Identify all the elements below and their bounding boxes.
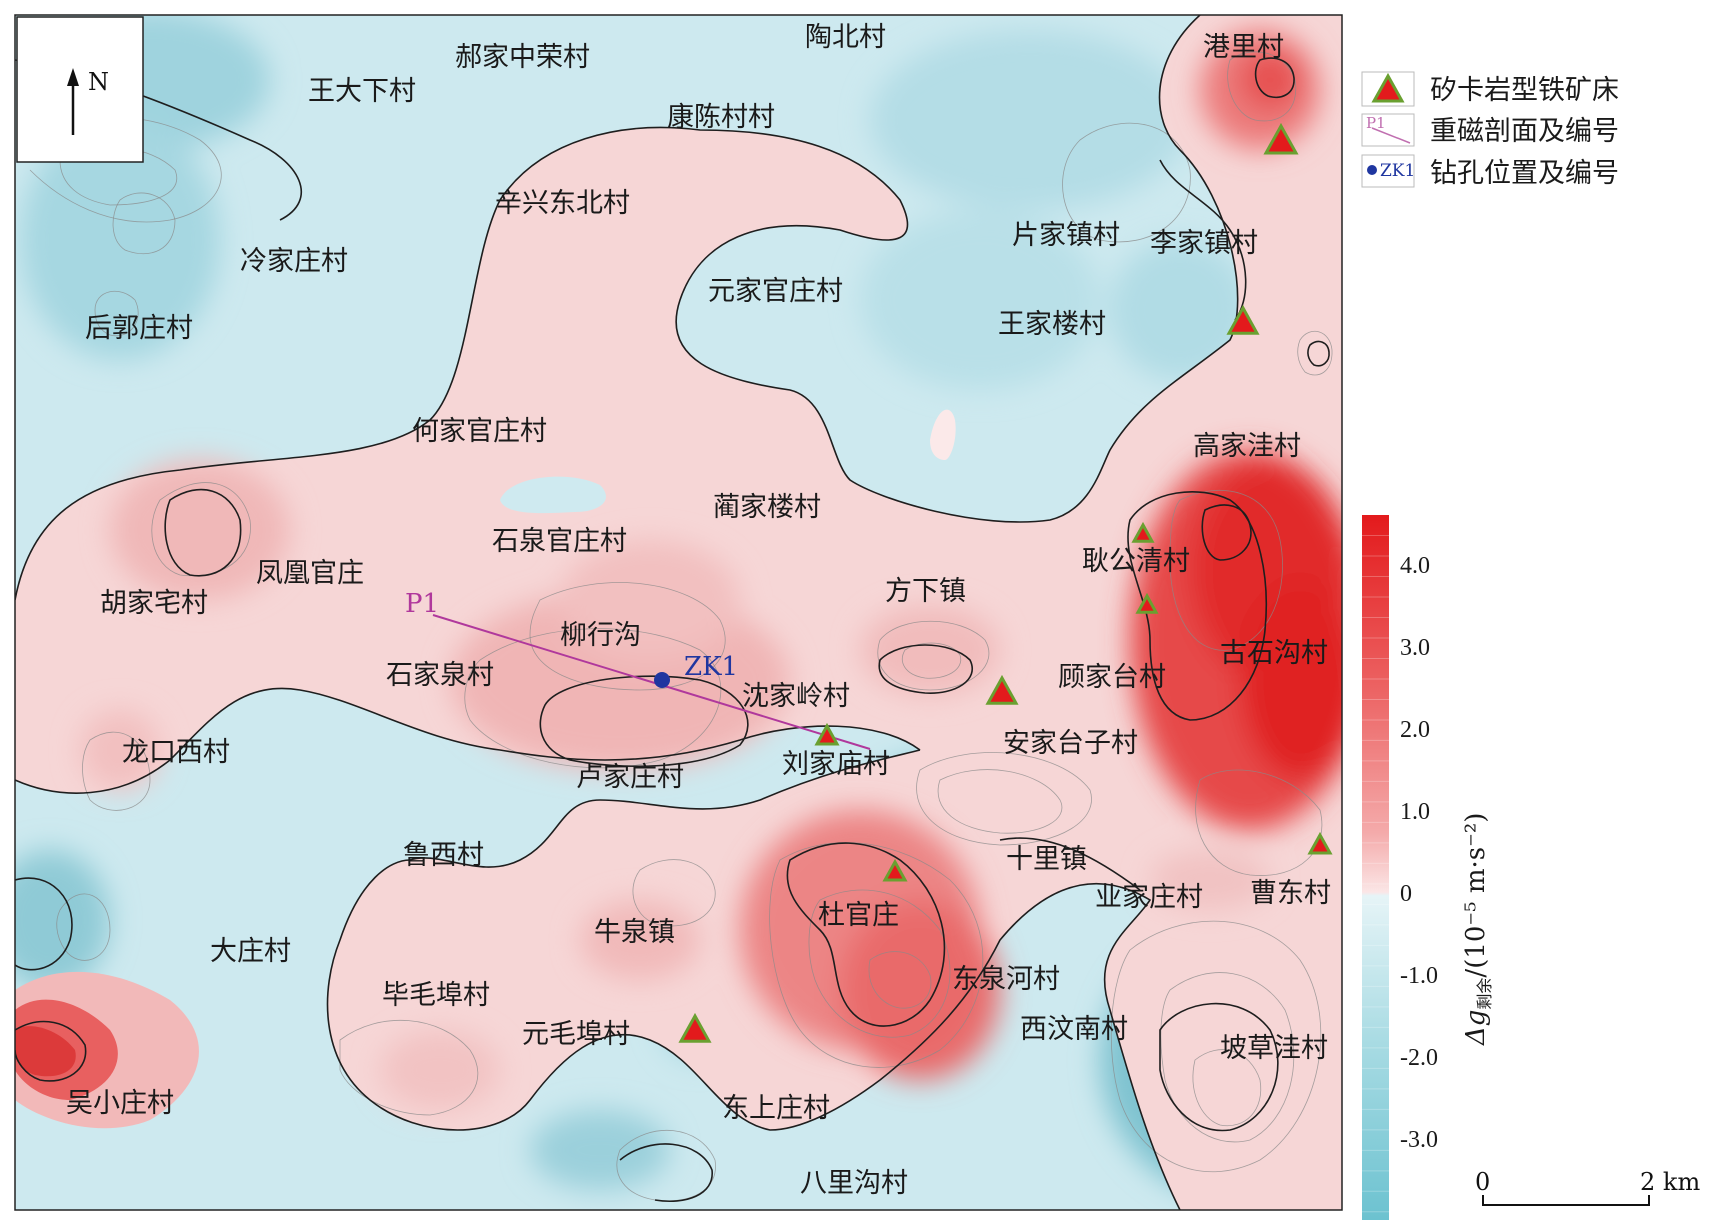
place-label: 业家庄村	[1095, 882, 1203, 913]
place-label: 蔺家楼村	[713, 492, 821, 523]
place-label: 龙口西村	[122, 737, 230, 768]
legend-label-drillhole: 钻孔位置及编号	[1430, 158, 1619, 189]
deposit-triangle-icon	[985, 674, 1019, 705]
place-label: 柳行沟	[560, 620, 641, 651]
place-label: 古石沟村	[1220, 638, 1328, 669]
north-arrow-head-icon	[67, 68, 79, 86]
place-label: 港里村	[1203, 32, 1284, 63]
deposit-triangle-icon	[814, 722, 840, 746]
deposit-triangle-icon	[1131, 521, 1155, 543]
place-label: 何家官庄村	[412, 416, 547, 447]
profile-line-p1	[432, 614, 871, 750]
colorbar-tick-label: -3.0	[1400, 1127, 1438, 1153]
place-label: 凤凰官庄	[256, 558, 364, 589]
profile-line-icon	[1371, 127, 1411, 144]
place-label: 大庄村	[210, 936, 291, 967]
place-label: 鲁西村	[403, 840, 484, 871]
place-label: 石家泉村	[386, 660, 494, 691]
deposit-triangle-icon	[1226, 304, 1260, 335]
deposit-triangle-icon	[1263, 122, 1299, 155]
place-label: 八里沟村	[800, 1168, 908, 1199]
place-label: 方下镇	[885, 576, 966, 607]
colorbar-tick-label: 0	[1400, 881, 1412, 907]
place-label: 后郭庄村	[85, 313, 193, 344]
place-label: 元家官庄村	[708, 276, 843, 307]
colorbar-axis-label: Δg剩余/(10⁻⁵ m·s⁻²)	[1461, 813, 1494, 1046]
place-label: 曹东村	[1250, 878, 1331, 909]
deposit-markers	[678, 122, 1333, 1043]
deposit-triangle-icon	[1135, 592, 1159, 614]
minor-contours	[29, 51, 1333, 1202]
place-label: 片家镇村	[1012, 220, 1120, 251]
place-label: 杜官庄	[818, 900, 899, 931]
anomaly-intensity	[80, 30, 1342, 1110]
profile-label-p1: P1	[405, 589, 439, 619]
place-label: 郝家中荣村	[455, 42, 590, 73]
place-label: 卢家庄村	[576, 762, 684, 793]
place-label: 耿公清村	[1082, 546, 1190, 577]
place-label: 康陈村村	[667, 102, 775, 133]
place-label: 东上庄村	[722, 1093, 830, 1124]
scale-start-label: 0	[1475, 1168, 1490, 1196]
deposit-triangle-icon	[678, 1012, 712, 1043]
place-label: 刘家庙村	[782, 749, 890, 780]
place-label: 王大下村	[308, 76, 416, 107]
place-label: 坡草洼村	[1220, 1033, 1328, 1064]
scale-end-label: 2 km	[1640, 1168, 1700, 1196]
place-label: 辛兴东北村	[495, 188, 630, 219]
place-label: 顾家台村	[1058, 662, 1166, 693]
drillhole-zk1-marker	[654, 672, 670, 688]
place-label: 王家楼村	[998, 309, 1106, 340]
place-label: 西汶南村	[1020, 1014, 1128, 1045]
place-label: 东泉河村	[952, 964, 1060, 995]
legend-swatch-text-drillhole: ZK1	[1380, 161, 1415, 181]
place-label: 十里镇	[1006, 844, 1087, 875]
contour-map	[15, 15, 1342, 1210]
place-label: 安家台子村	[1003, 728, 1138, 759]
colorbar-tick-label: 4.0	[1400, 553, 1430, 579]
legend-label-profile: 重磁剖面及编号	[1430, 116, 1619, 147]
north-arrow: N	[16, 16, 144, 163]
place-label: 吴小庄村	[66, 1088, 174, 1119]
place-label: 冷家庄村	[240, 246, 348, 277]
place-label: 元毛埠村	[522, 1019, 630, 1050]
colorbar-tick-label: 2.0	[1400, 717, 1430, 743]
drillhole-label-zk1: ZK1	[684, 652, 738, 682]
colorbar-tick-label: 3.0	[1400, 635, 1430, 661]
map-frame	[14, 14, 1343, 1211]
north-label: N	[88, 68, 109, 96]
colorbar-tick-label: -1.0	[1400, 963, 1438, 989]
colorbar-tick-label: 1.0	[1400, 799, 1430, 825]
place-label: 石泉官庄村	[492, 526, 627, 557]
place-label: 陶北村	[805, 22, 886, 53]
drillhole-dot-icon	[1367, 165, 1377, 175]
place-label: 李家镇村	[1150, 228, 1258, 259]
place-label: 胡家宅村	[100, 588, 208, 619]
place-label: 毕毛埠村	[382, 980, 490, 1011]
legend-label-deposit: 矽卡岩型铁矿床	[1430, 75, 1619, 106]
place-label: 高家洼村	[1193, 431, 1301, 462]
place-label: 牛泉镇	[594, 917, 675, 948]
colorbar: 4.0 3.0 2.0 1.0 0 -1.0 -2.0 -3.0 Δg剩余/(10⁻⁵ m·s…	[1362, 515, 1494, 1220]
legend-swatch-text-profile: P1	[1366, 114, 1386, 132]
negative-anomaly-inclusion	[500, 476, 606, 514]
negative-anomaly-inclusion	[930, 409, 956, 460]
scale-bar: 0 2 km	[1475, 1168, 1700, 1206]
deposit-triangle-icon	[1307, 831, 1333, 855]
place-label: 沈家岭村	[742, 681, 850, 712]
colorbar-tick-label: -2.0	[1400, 1045, 1438, 1071]
triangle-icon	[1371, 72, 1405, 103]
legend: 矽卡岩型铁矿床 P1 重磁剖面及编号 ZK1 钻孔位置及编号	[1361, 71, 1619, 189]
deposit-triangle-icon	[882, 858, 908, 882]
colorbar-gradient	[1362, 515, 1389, 1220]
major-contours	[15, 15, 1330, 1210]
